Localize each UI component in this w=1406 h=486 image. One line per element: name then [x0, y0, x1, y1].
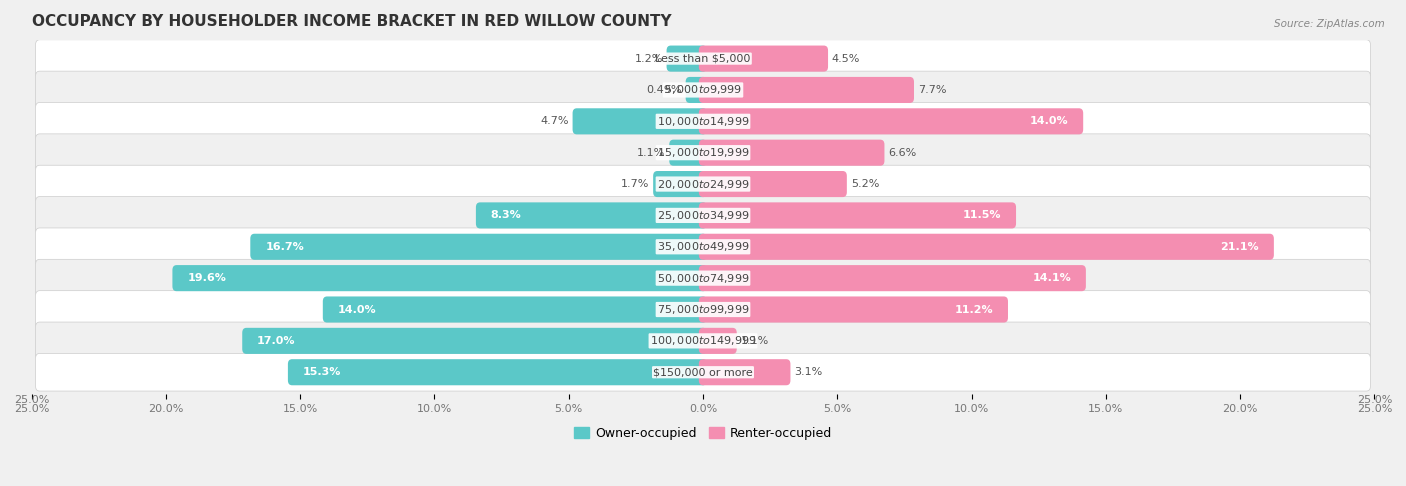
FancyBboxPatch shape — [35, 165, 1371, 203]
Text: 21.1%: 21.1% — [1220, 242, 1258, 252]
FancyBboxPatch shape — [699, 234, 1274, 260]
Text: 25.0%: 25.0% — [14, 395, 49, 405]
FancyBboxPatch shape — [699, 46, 828, 71]
Text: 16.7%: 16.7% — [266, 242, 304, 252]
Text: 6.6%: 6.6% — [889, 148, 917, 157]
Text: 17.0%: 17.0% — [257, 336, 295, 346]
Text: $35,000 to $49,999: $35,000 to $49,999 — [657, 240, 749, 253]
FancyBboxPatch shape — [654, 171, 707, 197]
Text: $150,000 or more: $150,000 or more — [654, 367, 752, 377]
Text: $50,000 to $74,999: $50,000 to $74,999 — [657, 272, 749, 285]
Text: 0.49%: 0.49% — [647, 85, 682, 95]
Text: 25.0%: 25.0% — [1357, 395, 1392, 405]
Text: 8.3%: 8.3% — [491, 210, 522, 221]
FancyBboxPatch shape — [699, 296, 1008, 323]
Text: 1.7%: 1.7% — [621, 179, 650, 189]
FancyBboxPatch shape — [669, 139, 707, 166]
Text: $20,000 to $24,999: $20,000 to $24,999 — [657, 177, 749, 191]
FancyBboxPatch shape — [666, 46, 707, 71]
Text: 19.6%: 19.6% — [187, 273, 226, 283]
Text: 11.5%: 11.5% — [963, 210, 1001, 221]
Text: 7.7%: 7.7% — [918, 85, 946, 95]
FancyBboxPatch shape — [699, 171, 846, 197]
Text: 1.1%: 1.1% — [741, 336, 769, 346]
Text: 11.2%: 11.2% — [955, 305, 993, 314]
FancyBboxPatch shape — [699, 265, 1085, 291]
Text: Source: ZipAtlas.com: Source: ZipAtlas.com — [1274, 19, 1385, 30]
Text: 14.0%: 14.0% — [337, 305, 377, 314]
FancyBboxPatch shape — [686, 77, 707, 103]
Text: $5,000 to $9,999: $5,000 to $9,999 — [664, 84, 742, 96]
Text: 5.2%: 5.2% — [851, 179, 879, 189]
FancyBboxPatch shape — [35, 197, 1371, 234]
Text: 1.2%: 1.2% — [634, 53, 662, 64]
FancyBboxPatch shape — [35, 260, 1371, 297]
FancyBboxPatch shape — [699, 328, 737, 354]
FancyBboxPatch shape — [35, 40, 1371, 77]
FancyBboxPatch shape — [475, 202, 707, 228]
Text: 15.3%: 15.3% — [302, 367, 342, 377]
FancyBboxPatch shape — [699, 359, 790, 385]
Text: 14.1%: 14.1% — [1032, 273, 1071, 283]
Legend: Owner-occupied, Renter-occupied: Owner-occupied, Renter-occupied — [568, 422, 838, 445]
FancyBboxPatch shape — [35, 71, 1371, 109]
FancyBboxPatch shape — [35, 291, 1371, 329]
Text: $75,000 to $99,999: $75,000 to $99,999 — [657, 303, 749, 316]
FancyBboxPatch shape — [323, 296, 707, 323]
FancyBboxPatch shape — [699, 202, 1017, 228]
FancyBboxPatch shape — [699, 108, 1083, 134]
Text: 4.7%: 4.7% — [540, 116, 568, 126]
FancyBboxPatch shape — [35, 228, 1371, 265]
FancyBboxPatch shape — [35, 322, 1371, 360]
Text: Less than $5,000: Less than $5,000 — [655, 53, 751, 64]
FancyBboxPatch shape — [572, 108, 707, 134]
Text: 3.1%: 3.1% — [794, 367, 823, 377]
Text: $15,000 to $19,999: $15,000 to $19,999 — [657, 146, 749, 159]
FancyBboxPatch shape — [35, 134, 1371, 172]
Text: $100,000 to $149,999: $100,000 to $149,999 — [650, 334, 756, 347]
FancyBboxPatch shape — [288, 359, 707, 385]
FancyBboxPatch shape — [35, 353, 1371, 391]
FancyBboxPatch shape — [250, 234, 707, 260]
Text: 14.0%: 14.0% — [1029, 116, 1069, 126]
FancyBboxPatch shape — [699, 139, 884, 166]
Text: OCCUPANCY BY HOUSEHOLDER INCOME BRACKET IN RED WILLOW COUNTY: OCCUPANCY BY HOUSEHOLDER INCOME BRACKET … — [31, 14, 671, 29]
Text: 4.5%: 4.5% — [832, 53, 860, 64]
FancyBboxPatch shape — [35, 103, 1371, 140]
FancyBboxPatch shape — [699, 77, 914, 103]
FancyBboxPatch shape — [242, 328, 707, 354]
Text: $25,000 to $34,999: $25,000 to $34,999 — [657, 209, 749, 222]
FancyBboxPatch shape — [173, 265, 707, 291]
Text: 1.1%: 1.1% — [637, 148, 665, 157]
Text: $10,000 to $14,999: $10,000 to $14,999 — [657, 115, 749, 128]
